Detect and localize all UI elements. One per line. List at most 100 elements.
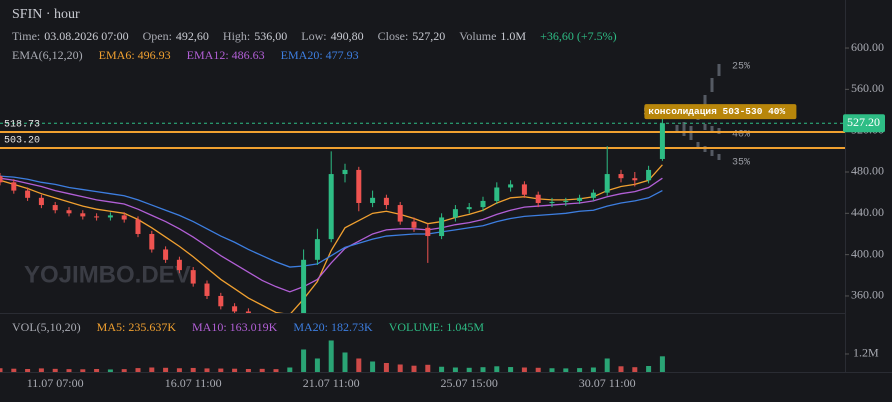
volume-bar (577, 368, 583, 372)
volume-bar (618, 366, 624, 372)
candle-body (218, 295, 224, 307)
legend-text: 527,20 (412, 29, 446, 43)
volume-bar (301, 349, 307, 372)
candle-body (425, 227, 431, 237)
candle-body (107, 215, 113, 218)
volume-bar (659, 356, 665, 372)
legend-text: MA10: 163.019K (192, 320, 278, 334)
volume-bar (80, 369, 86, 372)
volume-bar (149, 367, 155, 372)
legend-text: Close: (377, 29, 409, 43)
volume-bar (370, 361, 376, 372)
volume-bar (383, 362, 389, 372)
legend-text: EMA20: 477.93 (280, 48, 359, 62)
candle-body (314, 239, 320, 260)
volume-legend: VOL(5,10,20) MA5: 235.637K MA10: 163.019K M… (12, 320, 500, 335)
candle-body (466, 207, 472, 210)
volume-bar (356, 358, 362, 372)
candle-body (342, 169, 348, 175)
legend-text: Volume (459, 29, 497, 43)
candle-body (590, 192, 596, 198)
legend-text: VOLUME: 1.045M (388, 320, 485, 334)
candle-body (80, 213, 86, 217)
x-tick-label: 21.07 11:00 (303, 376, 360, 390)
volume-bar (204, 368, 210, 372)
pane-border (0, 313, 845, 314)
volume-bar (190, 367, 196, 372)
volume-bar (135, 368, 141, 372)
candle-body (232, 306, 238, 312)
v-tick-label: 1.2M (853, 346, 879, 360)
candle-body (439, 217, 445, 237)
candle-body (301, 259, 307, 313)
volume-bar (11, 368, 17, 372)
volume-bar (218, 368, 224, 372)
candle-body (121, 215, 127, 220)
candle-body (659, 123, 665, 159)
volume-bar (232, 368, 238, 372)
volume-bar (25, 368, 31, 372)
time-axis-border (0, 372, 892, 373)
last-price-tag (843, 114, 885, 133)
volume-bar (494, 366, 500, 372)
volume-bar (245, 368, 251, 372)
level-label: 518.73 (4, 120, 40, 131)
candle-body (25, 190, 31, 198)
volume-bar (328, 340, 334, 372)
volume-bar (273, 369, 279, 372)
candle-body (176, 259, 182, 271)
volume-bar (94, 368, 100, 372)
candle-body (328, 174, 334, 240)
scenario-label: 25% (732, 62, 750, 73)
candle-body (135, 219, 141, 234)
candle-body (535, 194, 541, 203)
legend-text: 03.08.2026 07:00 (44, 29, 129, 43)
candle-body (646, 169, 652, 181)
volume-bar (439, 366, 445, 372)
y-tick-label: 440.00 (851, 205, 884, 219)
candle-body (383, 197, 389, 206)
candle-body (632, 178, 638, 181)
info-bar: Time: 03.08.2026 07:00 Open: 492,60 High: 536… (12, 29, 617, 44)
volume-bar (521, 367, 527, 372)
x-tick-label: 11.07 07:00 (27, 376, 84, 390)
candle-body (38, 197, 44, 206)
candle-body (52, 205, 58, 211)
legend-text: High: (222, 29, 251, 43)
volume-bar (52, 368, 58, 372)
candle-body (149, 233, 155, 250)
volume-bar (646, 365, 652, 372)
price-pane (0, 114, 845, 313)
volume-bar (0, 368, 3, 372)
volume-bar (314, 358, 320, 372)
volume-bar (452, 367, 458, 372)
legend-text: EMA12: 486.63 (186, 48, 265, 62)
y-tick-label: 360.00 (851, 288, 884, 302)
candle-body (94, 216, 100, 218)
candle-body (563, 200, 569, 202)
legend-text: 536,00 (254, 29, 288, 43)
x-tick-label: 16.07 11:00 (165, 376, 222, 390)
legend-text: 1.0M (500, 29, 527, 43)
volume-bar (176, 368, 182, 372)
candle-body (356, 169, 362, 203)
legend-text: EMA(6,12,20) (12, 48, 83, 62)
legend-text: Open: (142, 29, 172, 43)
candle-body (577, 197, 583, 201)
volume-bar (66, 369, 72, 372)
x-tick-label: 30.07 11:00 (579, 376, 636, 390)
legend-text: 490,80 (330, 29, 364, 43)
candle-body (521, 184, 527, 195)
volume-bar (425, 364, 431, 372)
volume-bar (259, 368, 265, 372)
volume-bar (535, 367, 541, 372)
watermark: YOJIMBO.DEV (24, 261, 191, 288)
volume-bar (342, 352, 348, 372)
volume-bar (397, 364, 403, 372)
y-tick-label: 400.00 (851, 246, 884, 260)
ema-legend: EMA(6,12,20) EMA6: 496.93 EMA12: 486.63 EMA… (12, 48, 375, 63)
candle-body (480, 200, 486, 208)
volume-bar (163, 367, 169, 372)
x-tick-label: 25.07 15:00 (441, 376, 498, 390)
